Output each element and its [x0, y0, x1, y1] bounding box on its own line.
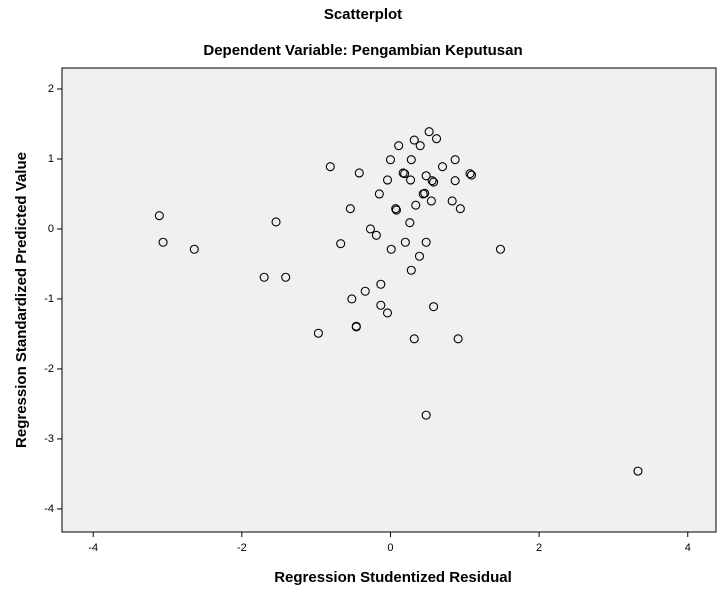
point: [382, 308, 393, 318]
point: [406, 265, 416, 275]
point: [411, 200, 421, 210]
point: [429, 177, 439, 187]
chart-subtitle: Dependent Variable: Pengambian Keputusan: [203, 42, 522, 59]
point: [154, 211, 164, 221]
point: [447, 196, 457, 206]
point: [336, 239, 346, 249]
point: [406, 175, 416, 185]
y-tick-label: -3: [44, 433, 54, 445]
y-tick-label: 0: [48, 223, 54, 235]
point: [382, 175, 393, 185]
x-tick-label: -4: [88, 542, 98, 554]
plot-area: [61, 67, 717, 533]
point: [391, 205, 401, 215]
y-tick-label: -4: [44, 503, 54, 515]
point: [400, 169, 410, 179]
x-tick-label: 2: [536, 542, 542, 554]
point: [450, 155, 460, 165]
point: [421, 171, 431, 181]
chart-title: Scatterplot: [324, 6, 402, 23]
point: [421, 237, 431, 247]
point: [394, 141, 404, 151]
point: [409, 135, 419, 145]
point: [421, 410, 431, 420]
point: [424, 127, 434, 137]
point: [405, 218, 415, 228]
point: [345, 204, 355, 214]
point: [347, 294, 357, 304]
x-tick-label: 4: [685, 542, 691, 554]
point: [633, 466, 643, 476]
point: [453, 334, 463, 344]
point: [374, 189, 384, 199]
point: [450, 176, 460, 186]
point: [465, 169, 475, 179]
x-axis-label: Regression Studentized Residual: [274, 569, 512, 586]
point: [415, 141, 425, 151]
y-axis-label: Regression Standardized Predicted Value: [13, 152, 30, 448]
point: [427, 176, 437, 186]
point: [409, 334, 419, 344]
point: [376, 279, 386, 289]
point: [271, 217, 281, 227]
point: [376, 300, 386, 310]
point: [365, 224, 375, 234]
point: [325, 162, 335, 172]
point: [386, 244, 396, 254]
point: [420, 188, 430, 198]
point: [426, 196, 436, 206]
point: [429, 302, 439, 312]
y-tick-label: 1: [48, 153, 54, 165]
x-tick-label: 0: [387, 542, 393, 554]
point: [354, 168, 364, 178]
point: [313, 328, 323, 338]
point: [371, 230, 381, 240]
point: [437, 162, 448, 172]
point: [281, 272, 291, 282]
point: [158, 237, 168, 247]
point: [259, 272, 269, 282]
y-tick-label: -1: [44, 293, 54, 305]
y-tick-label: -2: [44, 363, 54, 375]
point: [391, 204, 401, 214]
point: [455, 204, 465, 214]
point: [406, 155, 416, 165]
point: [400, 237, 410, 247]
point: [414, 251, 425, 261]
point: [432, 134, 442, 144]
y-tick-label: 2: [48, 83, 54, 95]
point: [466, 170, 477, 180]
point: [385, 155, 396, 165]
x-tick-label: -2: [237, 542, 247, 554]
point: [189, 244, 199, 254]
point: [360, 286, 370, 296]
point: [351, 322, 361, 332]
point: [495, 244, 506, 254]
